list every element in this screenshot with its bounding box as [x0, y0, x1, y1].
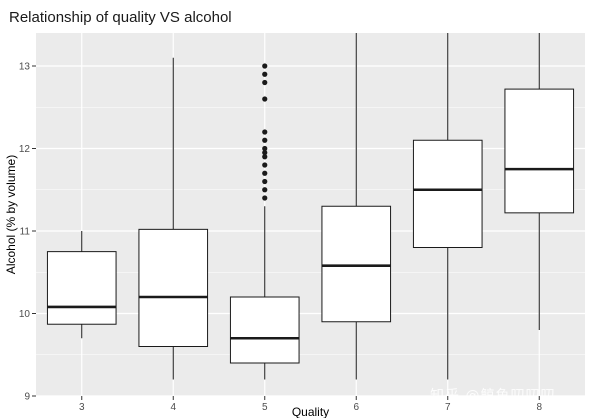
watermark: 知乎 @鲸鱼叨叨叨 — [430, 388, 556, 404]
box-iqr — [229, 296, 300, 364]
y-axis: 9 10 11 12 13 — [19, 62, 36, 403]
x-tick-label: 4 — [170, 402, 176, 413]
x-axis: 3 4 5 6 7 8 — [79, 396, 542, 413]
outlier-point — [262, 129, 268, 135]
box-series — [46, 33, 575, 380]
outlier-point — [262, 96, 268, 102]
outlier-point — [262, 195, 268, 201]
box-iqr — [504, 88, 575, 214]
outlier-point — [262, 145, 268, 152]
box-iqr — [46, 251, 117, 325]
x-tick-label: 5 — [262, 402, 268, 413]
box-iqr — [321, 205, 392, 323]
box-3 — [46, 231, 117, 339]
y-tick-label: 13 — [19, 62, 31, 73]
outlier-point — [262, 71, 268, 77]
outlier-point — [262, 178, 268, 185]
x-tick-label: 6 — [353, 402, 359, 413]
y-tick-label: 12 — [19, 144, 31, 155]
outlier-point — [262, 154, 268, 160]
x-tick-label: 8 — [536, 402, 542, 413]
box-iqr — [412, 139, 483, 248]
box-6 — [321, 33, 392, 380]
box-5 — [229, 63, 300, 380]
outlier-point — [262, 162, 268, 168]
outlier-point — [262, 137, 268, 143]
box-4 — [138, 57, 209, 380]
outlier-point — [262, 79, 268, 86]
minor-gridlines — [36, 106, 585, 356]
y-tick-label: 11 — [20, 227, 31, 238]
box-7 — [412, 33, 483, 380]
box-iqr — [138, 228, 209, 348]
outlier-point — [262, 63, 268, 69]
outlier-point — [262, 170, 268, 176]
outlier-point — [262, 187, 268, 193]
outlier-point — [262, 150, 268, 156]
x-axis-label: Quality — [292, 405, 329, 418]
x-tick-label: 3 — [79, 402, 85, 413]
box-8 — [504, 33, 575, 330]
x-tick-label: 7 — [445, 402, 451, 413]
plot-panel — [36, 33, 585, 396]
y-axis-label: Alcohol (% by volume) — [4, 155, 18, 274]
chart-title: Relationship of quality VS alcohol — [9, 9, 232, 26]
y-tick-label: 10 — [19, 309, 31, 320]
y-tick-label: 9 — [24, 392, 30, 403]
